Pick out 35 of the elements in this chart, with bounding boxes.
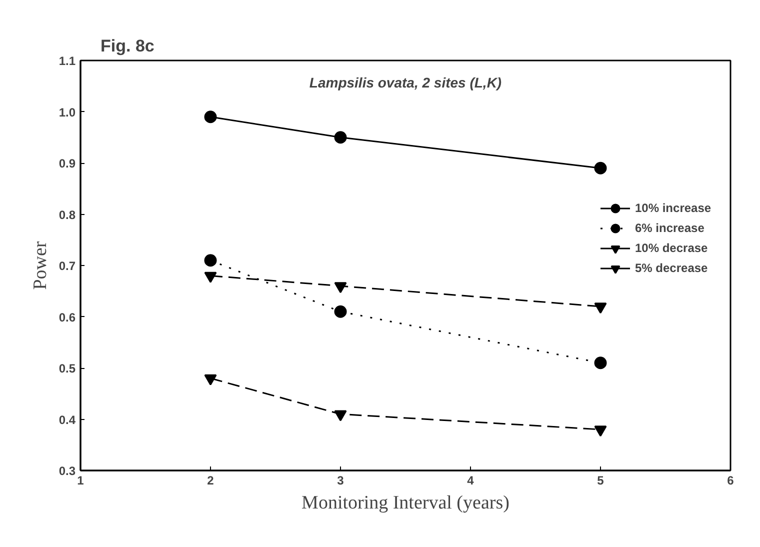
y-tick-label: 0.5 [58,362,76,376]
y-tick-label: 0.6 [58,310,76,324]
legend-label: 10% increase [635,201,712,215]
point [334,410,347,422]
y-tick-label: 1.0 [58,105,76,120]
x-tick-label: 3 [337,474,344,488]
point [594,356,607,370]
chart-title: Fig. 8c [100,36,154,56]
y-tick-label: 0.9 [58,156,76,170]
point [334,282,347,294]
x-tick-label: 5 [597,474,604,488]
point [594,162,607,174]
y-tick-label: 0.7 [58,259,76,273]
point [594,302,607,314]
legend-label: 5% decrease [635,261,708,275]
point [594,426,607,437]
legend-label: 10% decrase [635,241,708,255]
x-axis-title: Monitoring Interval (years) [302,492,510,514]
point [334,131,347,144]
point [204,374,217,386]
x-tick-label: 4 [467,474,474,488]
y-tick-label: 0.4 [58,412,76,427]
point [204,110,217,124]
point [204,254,217,267]
point [334,305,347,318]
y-tick-label: 0.8 [58,208,76,222]
y-axis-title: Power [30,240,51,290]
annotation: Lampsilis ovata, 2 sites (L,K) [309,74,502,90]
x-tick-label: 1 [77,474,84,488]
x-tick-label: 6 [727,474,734,488]
legend-label: 6% increase [635,221,704,235]
point [204,272,217,283]
y-tick-label: 1.1 [58,54,76,68]
y-tick-label: 0.3 [58,464,76,478]
x-tick-label: 2 [207,474,214,488]
